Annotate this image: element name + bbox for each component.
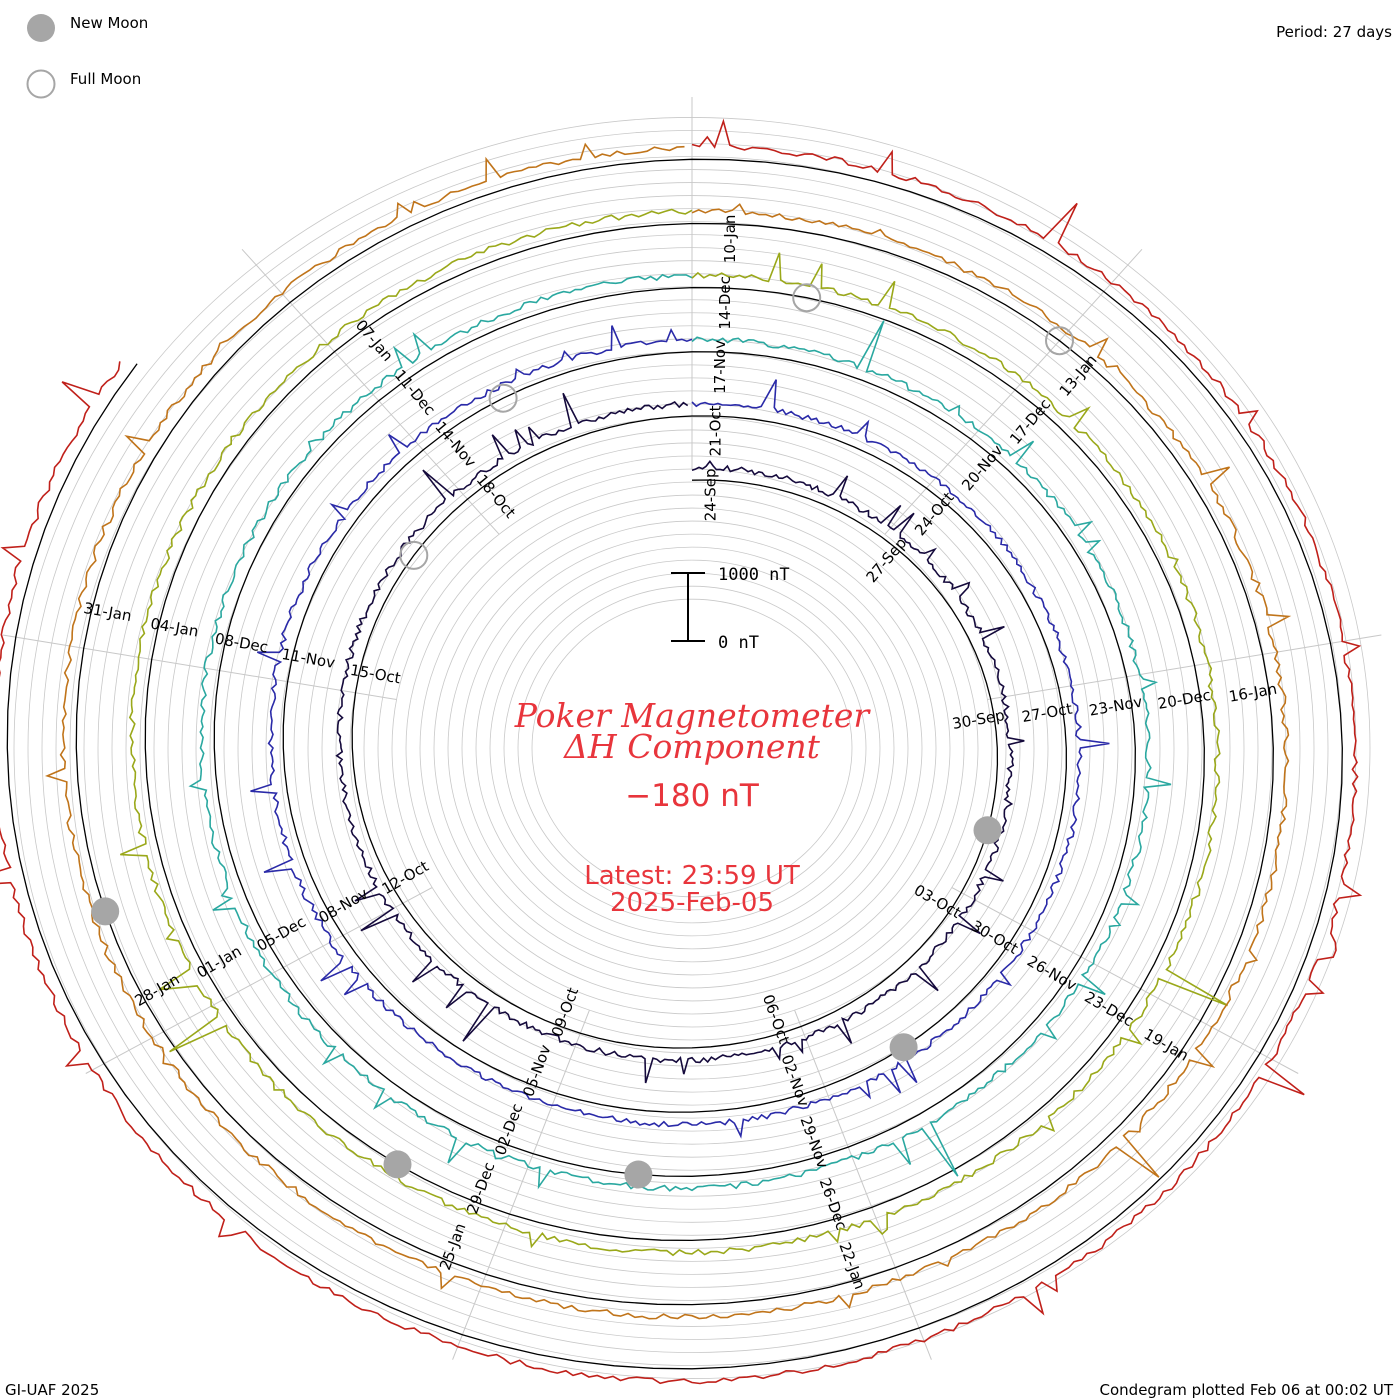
chart-title-line1: Poker Magnetometer bbox=[514, 696, 872, 735]
date-label: 07-Jan bbox=[352, 316, 397, 365]
baseline-spiral bbox=[6, 158, 1343, 1370]
series-cycle-1 bbox=[335, 392, 1025, 1084]
chart-title-line2: ΔH Component bbox=[562, 727, 821, 766]
spoke-line bbox=[987, 634, 1382, 701]
date-label: 30-Sep bbox=[951, 706, 1006, 733]
legend: New Moon Full Moon bbox=[26, 14, 148, 99]
date-label: 27-Sep bbox=[863, 534, 911, 586]
full-moon-marker bbox=[792, 283, 822, 313]
grid-ring bbox=[461, 533, 923, 963]
spoke-line bbox=[794, 1009, 932, 1360]
date-label: 14-Dec bbox=[716, 276, 734, 330]
scale-top-label: 1000 nT bbox=[718, 565, 790, 585]
new-moon-marker bbox=[91, 897, 120, 926]
date-label: 26-Nov bbox=[1024, 952, 1080, 995]
date-label: 29-Nov bbox=[797, 1114, 832, 1171]
new-moon-marker bbox=[624, 1160, 653, 1189]
series-cycle-4 bbox=[119, 208, 1229, 1257]
grid-ring bbox=[489, 559, 895, 937]
full-moon-icon bbox=[26, 69, 56, 99]
period-label: Period: 27 days bbox=[1276, 23, 1392, 41]
new-moon-marker bbox=[889, 1033, 918, 1062]
spoke-line bbox=[452, 1009, 590, 1360]
grid-ring bbox=[433, 507, 951, 989]
series-cycle-6 bbox=[0, 118, 1363, 1385]
date-label: 09-Oct bbox=[548, 985, 582, 1039]
date-label: 24-Oct bbox=[911, 489, 958, 540]
date-label: 25-Jan bbox=[436, 1221, 469, 1273]
date-label: 20-Dec bbox=[1156, 686, 1212, 713]
date-label: 17-Nov bbox=[711, 340, 729, 394]
full-moon-marker bbox=[399, 540, 429, 570]
spoke-line bbox=[85, 887, 433, 1074]
date-label: 17-Dec bbox=[1006, 395, 1054, 448]
date-label: 03-Oct bbox=[911, 881, 964, 922]
new-moon-marker bbox=[383, 1150, 412, 1179]
scale-bottom-label: 0 nT bbox=[718, 633, 759, 653]
full-moon-label: Full Moon bbox=[70, 70, 141, 88]
grid-ring bbox=[475, 546, 909, 950]
grid-ring bbox=[405, 481, 979, 1015]
footer-credit: GI-UAF 2025 bbox=[5, 1381, 99, 1399]
moon-layer bbox=[91, 283, 1074, 1189]
date-label: 24-Sep bbox=[702, 469, 720, 522]
scale-bar: 1000 nT 0 nT bbox=[671, 565, 790, 653]
spoke-line bbox=[241, 248, 500, 535]
date-label: 20-Nov bbox=[958, 441, 1006, 494]
date-label: 13-Jan bbox=[1056, 351, 1101, 400]
current-value: −180 nT bbox=[625, 778, 760, 814]
series-cycle-2 bbox=[250, 325, 1110, 1139]
grid-ring bbox=[419, 494, 965, 1002]
date-label: 23-Nov bbox=[1088, 693, 1144, 720]
date-label: 08-Dec bbox=[214, 629, 270, 656]
date-label: 10-Jan bbox=[721, 215, 739, 263]
spoke-layer bbox=[2, 97, 1382, 1360]
grid-ring bbox=[447, 520, 937, 976]
full-moon-marker bbox=[1045, 326, 1074, 356]
new-moon-marker bbox=[973, 816, 1002, 845]
full-moon-marker bbox=[488, 383, 518, 413]
series-cycle-3 bbox=[188, 273, 1172, 1192]
spoke-line bbox=[2, 634, 397, 701]
date-label: 01-Jan bbox=[194, 942, 245, 982]
grid-ring bbox=[517, 585, 867, 911]
grid-ring bbox=[531, 598, 853, 898]
new-moon-label: New Moon bbox=[70, 14, 148, 32]
latest-date: 2025-Feb-05 bbox=[610, 888, 774, 918]
spoke-line bbox=[884, 248, 1143, 535]
date-label: 26-Dec bbox=[816, 1176, 851, 1232]
date-label: 21-Oct bbox=[706, 405, 724, 456]
date-label: 28-Jan bbox=[132, 970, 183, 1010]
footer-plot-time: Condegram plotted Feb 06 at 00:02 UT bbox=[1100, 1381, 1394, 1399]
series-cycle-5 bbox=[44, 142, 1292, 1320]
baseline-layer bbox=[6, 158, 1343, 1370]
series-layer bbox=[0, 118, 1363, 1385]
date-label: 16-Jan bbox=[1227, 680, 1278, 706]
latest-time: Latest: 23:59 UT bbox=[584, 861, 800, 891]
new-moon-icon bbox=[27, 14, 55, 42]
spoke-line bbox=[951, 887, 1299, 1074]
